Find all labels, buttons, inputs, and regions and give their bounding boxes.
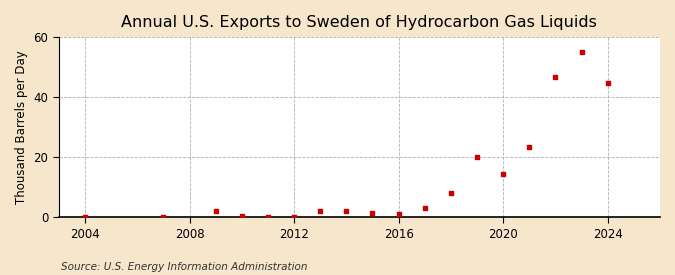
Title: Annual U.S. Exports to Sweden of Hydrocarbon Gas Liquids: Annual U.S. Exports to Sweden of Hydroca… [122,15,597,30]
Point [394,212,404,216]
Point [446,191,456,196]
Point [550,75,561,79]
Point [80,215,90,219]
Point [367,211,378,215]
Point [472,155,483,159]
Y-axis label: Thousand Barrels per Day: Thousand Barrels per Day [15,50,28,204]
Point [315,209,325,213]
Point [419,206,430,210]
Point [158,215,169,219]
Point [497,172,508,176]
Point [236,214,247,218]
Point [524,144,535,149]
Text: Source: U.S. Energy Information Administration: Source: U.S. Energy Information Administ… [61,262,307,272]
Point [576,50,587,54]
Point [263,214,273,219]
Point [211,209,221,213]
Point [341,209,352,213]
Point [289,215,300,219]
Point [602,81,613,86]
